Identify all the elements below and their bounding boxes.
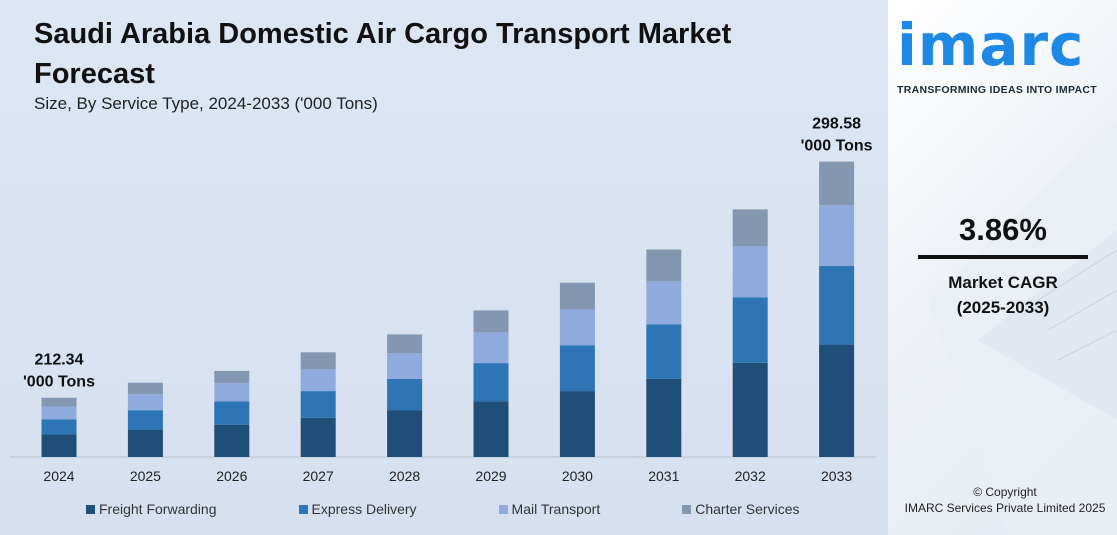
legend-item: Mail Transport [498, 501, 601, 517]
bar-2024-mail-transport [41, 406, 77, 420]
bar-2028-mail-transport [387, 353, 423, 379]
logo-tagline: TRANSFORMING IDEAS INTO IMPACT [897, 84, 1097, 96]
legend-item: Express Delivery [298, 501, 417, 517]
bar-2024-express-delivery [41, 419, 77, 435]
bar-2028-freight-forwarding [387, 410, 423, 457]
bar-2033-charter-services [819, 161, 855, 206]
side-panel [888, 0, 1117, 535]
bar-2033-express-delivery [819, 266, 855, 345]
bar-2030-freight-forwarding [559, 391, 595, 457]
cagr-value: 3.86% [959, 212, 1047, 247]
bar-2027-express-delivery [300, 391, 336, 418]
bar-2031-mail-transport [646, 281, 682, 325]
page-title: Saudi Arabia Domestic Air Cargo Transpor… [34, 18, 732, 90]
bar-2032-express-delivery [732, 297, 768, 363]
legend-swatch [86, 504, 95, 514]
copyright-notice: © Copyright IMARC Services Private Limit… [895, 484, 1115, 516]
bar-2027-freight-forwarding [300, 417, 336, 457]
bar-2027-mail-transport [300, 369, 336, 392]
total-label-value: 212.34 [35, 352, 84, 369]
bar-2026-mail-transport [214, 383, 250, 402]
imarc-logo: imarc TRANSFORMING IDEAS INTO IMPACT [897, 10, 1112, 96]
x-tick-label: 2025 [130, 468, 161, 484]
cagr-label-line1: Market CAGR [948, 273, 1058, 292]
legend-swatch [682, 504, 692, 514]
legend-label: Mail Transport [511, 501, 601, 517]
cagr-label-line2: (2025-2033) [956, 298, 1050, 317]
bar-2030-express-delivery [559, 345, 595, 392]
bar-2031-charter-services [646, 249, 682, 282]
decorative-background [928, 120, 1117, 535]
x-tick-label: 2032 [735, 468, 766, 484]
bar-2033-freight-forwarding [819, 344, 855, 457]
x-tick-label: 2030 [562, 468, 593, 484]
bar-2030-mail-transport [559, 309, 595, 346]
bar-2025-mail-transport [127, 394, 163, 411]
bar-2033-mail-transport [819, 205, 855, 267]
bar-2032-charter-services [732, 209, 768, 247]
x-tick-label: 2028 [389, 468, 420, 484]
bar-2024-charter-services [41, 397, 77, 407]
x-tick-label: 2026 [216, 468, 247, 484]
bar-2029-express-delivery [473, 363, 509, 402]
x-tick-label: 2029 [475, 468, 506, 484]
legend-swatch [498, 504, 508, 514]
total-label-value: 298.58 [812, 116, 861, 133]
legend-label: Express Delivery [311, 501, 417, 517]
bar-2025-express-delivery [127, 410, 163, 430]
bar-2032-mail-transport [732, 246, 768, 298]
page-subtitle: Size, By Service Type, 2024-2033 ('000 T… [34, 94, 378, 113]
bar-2026-freight-forwarding [214, 424, 250, 457]
legend-item: Freight Forwarding [86, 501, 217, 517]
bar-2031-express-delivery [646, 324, 682, 379]
bar-2024-freight-forwarding [41, 434, 77, 457]
stacked-bar-chart: 2024 212.34 '000 Tons 2025 2026 2027 2028 2029 2… [10, 116, 876, 484]
chart-legend: Freight Forwarding Express Delivery Mail T… [86, 501, 882, 517]
legend-swatch [298, 504, 308, 514]
bar-2030-charter-services [559, 282, 595, 310]
logo-wordmark: imarc [897, 11, 1085, 79]
bar-2029-charter-services [473, 310, 509, 333]
bar-2028-express-delivery [387, 378, 423, 411]
bar-2029-mail-transport [473, 332, 509, 364]
cagr-label: Market CAGR (2025-2033) [918, 270, 1088, 320]
bar-2031-freight-forwarding [646, 378, 682, 457]
x-tick-label: 2031 [648, 468, 679, 484]
bar-2027-charter-services [300, 352, 336, 370]
bar-2026-charter-services [214, 370, 250, 384]
total-label-unit: '000 Tons [801, 138, 873, 155]
x-tick-label: 2033 [821, 468, 852, 484]
copyright-line: © Copyright [973, 485, 1037, 499]
bar-2029-freight-forwarding [473, 401, 509, 457]
cagr-divider [918, 255, 1088, 259]
bar-2028-charter-services [387, 334, 423, 354]
x-tick-label: 2024 [43, 468, 74, 484]
bar-2025-charter-services [127, 382, 163, 395]
copyright-company: IMARC Services Private Limited 2025 [904, 501, 1106, 515]
bar-2032-freight-forwarding [732, 362, 768, 457]
legend-label: Freight Forwarding [99, 501, 217, 517]
legend-item: Charter Services [682, 501, 800, 517]
total-label-unit: '000 Tons [23, 374, 95, 391]
x-tick-label: 2027 [303, 468, 334, 484]
legend-label: Charter Services [695, 501, 800, 517]
bar-2025-freight-forwarding [127, 429, 163, 457]
bar-2026-express-delivery [214, 401, 250, 425]
